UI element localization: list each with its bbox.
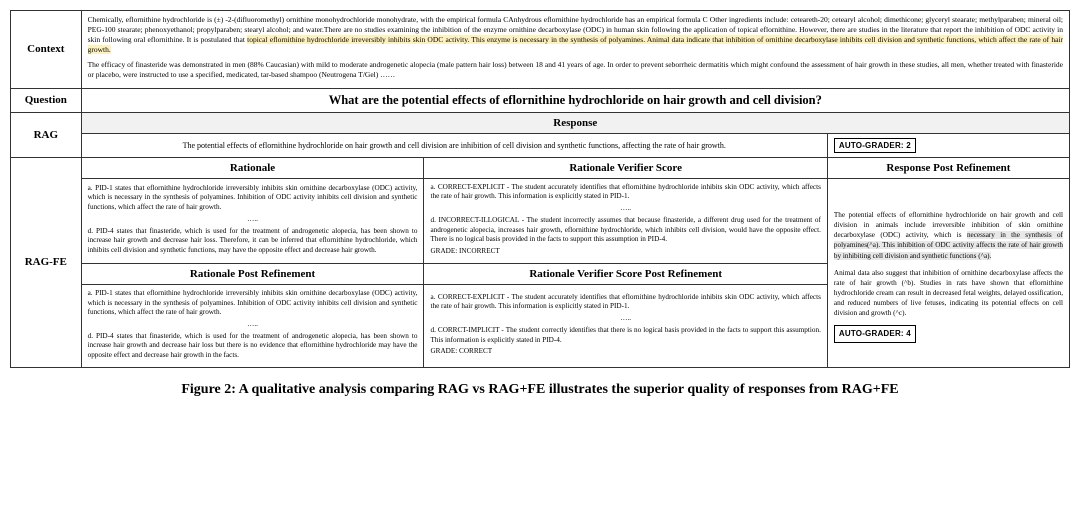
comparison-table: Context Chemically, eflornithine hydroch… bbox=[10, 10, 1070, 368]
rag-label: RAG bbox=[11, 112, 82, 157]
response-header: Response bbox=[81, 112, 1069, 133]
question-text: What are the potential effects of eflorn… bbox=[81, 88, 1069, 112]
rationale-post-header: Rationale Post Refinement bbox=[81, 263, 424, 284]
question-row: Question What are the potential effects … bbox=[11, 88, 1070, 112]
ragfe-content-row-1: a. PID-1 states that eflornithine hydroc… bbox=[11, 178, 1070, 263]
response-post-cell: The potential effects of eflornithine hy… bbox=[827, 178, 1069, 367]
auto-grader-badge: AUTO-GRADER: 2 bbox=[834, 138, 916, 153]
rationale-post-cell: a. PID-1 states that eflornithine hydroc… bbox=[81, 284, 424, 367]
context-label: Context bbox=[11, 11, 82, 89]
ragfe-label: RAG-FE bbox=[11, 157, 82, 367]
context-row: Context Chemically, eflornithine hydroch… bbox=[11, 11, 1070, 89]
figure-caption: Figure 2: A qualitative analysis compari… bbox=[10, 382, 1070, 398]
response-post-header: Response Post Refinement bbox=[827, 157, 1069, 178]
ragfe-subheader-row: RAG-FE Rationale Rationale Verifier Scor… bbox=[11, 157, 1070, 178]
rationale-cell: a. PID-1 states that eflornithine hydroc… bbox=[81, 178, 424, 263]
verifier-cell: a. CORRECT-EXPLICIT - The student accura… bbox=[424, 178, 827, 263]
context-body: Chemically, eflornithine hydrochloride i… bbox=[81, 11, 1069, 89]
verifier-post-header: Rationale Verifier Score Post Refinement bbox=[424, 263, 827, 284]
rationale-header: Rationale bbox=[81, 157, 424, 178]
question-label: Question bbox=[11, 88, 82, 112]
verifier-post-cell: a. CORRECT-EXPLICIT - The student accura… bbox=[424, 284, 827, 367]
context-p2: The efficacy of finasteride was demonstr… bbox=[88, 60, 1063, 80]
rag-grader-cell: AUTO-GRADER: 2 bbox=[827, 133, 1069, 157]
verifier-header: Rationale Verifier Score bbox=[424, 157, 827, 178]
rag-header-row: RAG Response bbox=[11, 112, 1070, 133]
auto-grader-badge-post: AUTO-GRADER: 4 bbox=[834, 325, 916, 342]
rag-response-row: The potential effects of eflornithine hy… bbox=[11, 133, 1070, 157]
rag-response-text: The potential effects of eflornithine hy… bbox=[81, 133, 827, 157]
